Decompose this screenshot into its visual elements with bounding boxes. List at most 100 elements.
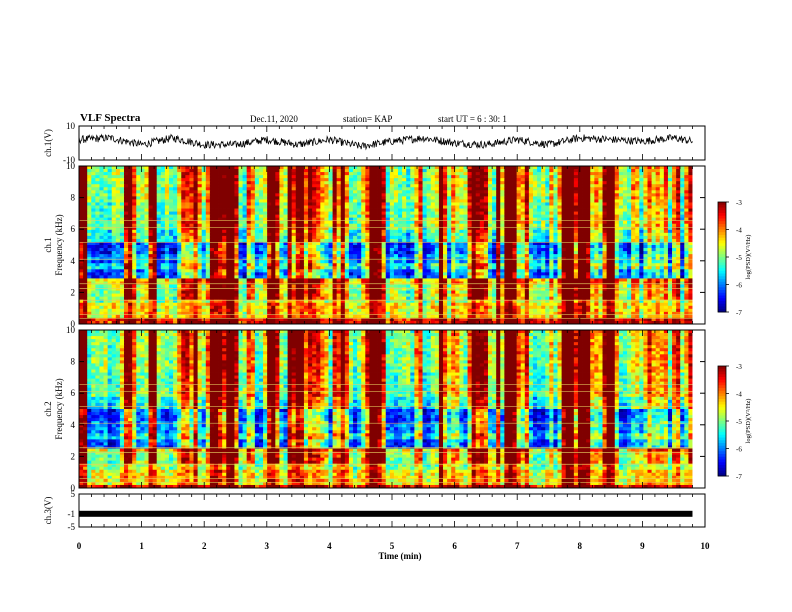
spectrogram-cell — [451, 241, 456, 246]
spectrogram-cell — [471, 211, 477, 216]
spectrogram-cell — [164, 226, 170, 231]
spectrogram-cell — [500, 181, 505, 185]
spectrogram-cell — [234, 260, 239, 264]
spectrogram-cell — [340, 223, 346, 228]
spectrogram-cell — [168, 202, 174, 206]
spectrogram-cell — [303, 229, 309, 234]
spectrogram-cell — [381, 263, 387, 267]
spectrogram-cell — [177, 187, 182, 191]
spectrogram-cell — [565, 263, 571, 267]
spectrogram-cell — [132, 202, 137, 206]
spectrogram-cell — [254, 199, 260, 203]
spectrogram-cell — [193, 251, 199, 255]
spectrogram-cell — [320, 241, 325, 246]
spectrogram-cell — [263, 193, 268, 197]
spectrogram-cell — [173, 245, 178, 249]
spectrogram-cell — [406, 205, 411, 209]
spectrogram-cell — [340, 248, 346, 252]
spectrogram-cell — [438, 263, 444, 267]
spectrogram-cell — [463, 172, 468, 176]
spectrogram-cell — [443, 235, 448, 240]
spectrogram-cell — [389, 181, 395, 185]
spectrogram-cell — [631, 238, 636, 243]
spectrogram-cell — [218, 214, 223, 219]
spectrogram-cell — [524, 223, 530, 228]
spectrogram-cell — [475, 235, 481, 240]
spectrogram-cell — [659, 263, 665, 267]
spectrogram-cell — [99, 205, 104, 209]
spectrogram-cell — [119, 229, 125, 234]
spectrogram-cell — [79, 266, 84, 270]
spectrogram-cell — [663, 229, 669, 234]
spectrogram-cell — [242, 175, 248, 179]
spectrogram-cell — [115, 223, 121, 228]
spectrogram-cell — [508, 169, 513, 173]
spectrogram-cell — [340, 232, 346, 237]
spectrogram-cell — [95, 217, 100, 222]
spectrogram-cell — [659, 175, 665, 179]
spectrogram-cell — [643, 202, 648, 206]
spectrogram-cell — [373, 166, 378, 170]
spectrogram-cell — [303, 205, 309, 209]
spectrogram-cell — [156, 199, 162, 203]
spectrogram-cell — [622, 263, 628, 267]
spectrogram-cell — [393, 184, 399, 188]
spectrogram-cell — [524, 190, 530, 194]
spectrogram-cell — [303, 254, 309, 258]
spectrogram-cell — [504, 169, 509, 173]
spectrogram-cell — [430, 172, 436, 176]
spectrogram-cell — [144, 266, 149, 270]
spectrogram-cell — [537, 196, 542, 200]
spectrogram-cell — [492, 260, 497, 264]
spectrogram-cell — [103, 196, 109, 200]
spectrogram-cell — [189, 202, 194, 206]
spectrogram-cell — [528, 202, 534, 206]
spectrogram-cell — [320, 263, 325, 267]
spectrogram-cell — [618, 184, 624, 188]
spectrogram-cell — [148, 190, 154, 194]
spectrogram-cell — [528, 248, 534, 252]
spectrogram-cell — [577, 211, 583, 216]
spectrogram-cell — [209, 223, 215, 228]
spectrogram-cell — [348, 226, 354, 231]
spectrogram-cell — [688, 193, 693, 197]
spectrogram-cell — [291, 263, 297, 267]
spectrogram-cell — [377, 205, 383, 209]
spectrogram-cell — [336, 260, 342, 264]
spectrogram-cell — [299, 229, 305, 234]
spectrogram-cell — [320, 166, 325, 170]
spectrogram-cell — [328, 263, 333, 267]
spectrogram-cell — [197, 263, 203, 267]
spectrogram-cell — [234, 166, 239, 170]
spectrogram-cell — [520, 260, 526, 264]
spectrogram-cell — [622, 193, 628, 197]
spectrogram-cell — [541, 184, 546, 188]
spectrogram-cell — [393, 214, 399, 219]
spectrogram-cell — [258, 184, 264, 188]
spectrogram-cell — [389, 208, 395, 212]
spectrogram-cell — [663, 178, 669, 182]
spectrogram-cell — [303, 220, 309, 225]
spectrogram-cell — [222, 214, 227, 219]
spectrogram-cell — [471, 260, 477, 264]
spectrogram-cell — [222, 205, 227, 209]
spectrogram-cell — [565, 178, 571, 182]
spectrogram-cell — [557, 190, 562, 194]
spectrogram-cell — [115, 208, 121, 212]
spectrogram-cell — [475, 202, 481, 206]
spectrogram-cell — [148, 196, 154, 200]
spectrogram-cell — [549, 245, 554, 249]
spectrogram-cell — [438, 232, 444, 237]
spectrogram-cell — [614, 263, 620, 267]
spectrogram-cell — [136, 266, 141, 270]
spectrogram-cell — [598, 208, 603, 212]
spectrogram-cell — [226, 220, 231, 225]
spectrogram-cell — [103, 184, 109, 188]
spectrogram-cell — [152, 184, 158, 188]
spectrogram-cell — [83, 229, 88, 234]
spectrogram-cell — [618, 169, 624, 173]
spectrogram-cell — [471, 251, 477, 255]
spectrogram-cell — [487, 260, 493, 264]
spectrogram-cell — [242, 232, 248, 237]
spectrogram-cell — [647, 229, 652, 234]
